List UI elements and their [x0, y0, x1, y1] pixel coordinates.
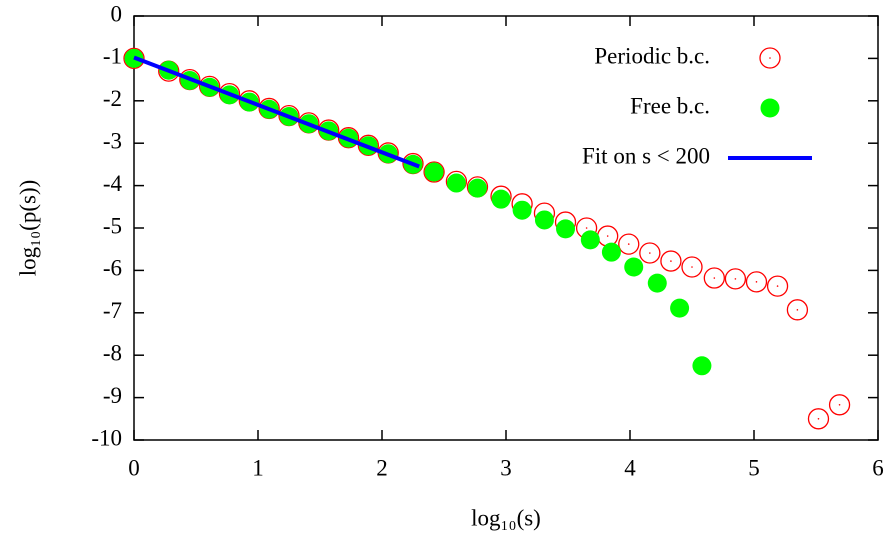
y-tick-label: -5 — [103, 213, 122, 238]
y-tick-label: -9 — [103, 383, 122, 408]
data-point — [491, 189, 511, 209]
data-point — [807, 408, 830, 430]
data-point — [512, 200, 532, 220]
data-point-dot — [817, 418, 820, 420]
data-point — [681, 256, 703, 278]
data-point — [692, 356, 712, 376]
data-point-dot — [649, 252, 651, 254]
y-tick-label: -6 — [103, 256, 122, 281]
legend-label: Free b.c. — [630, 93, 710, 118]
x-tick-label: 1 — [252, 455, 264, 480]
x-tick-label: 0 — [128, 455, 140, 480]
data-point — [123, 47, 145, 70]
data-point-dot — [713, 277, 716, 279]
y-tick-label: -8 — [103, 340, 122, 365]
data-point — [647, 273, 667, 293]
data-point-dot — [734, 278, 737, 280]
y-tick-label: -10 — [91, 425, 122, 450]
y-tick-label: -3 — [103, 128, 122, 153]
data-point-dot — [627, 243, 630, 245]
legend-label: Fit on s < 200 — [582, 143, 710, 168]
data-point — [556, 219, 576, 239]
y-axis-label: log₁₀(p(s)) — [15, 180, 40, 277]
plot-frame — [133, 15, 879, 441]
data-point-dot — [691, 266, 693, 268]
data-point — [724, 268, 747, 290]
x-tick-label: 6 — [872, 455, 884, 480]
fit-line — [133, 55, 420, 169]
data-point — [766, 275, 789, 297]
data-point — [601, 242, 621, 262]
legend-label: Periodic b.c. — [594, 43, 710, 68]
legend-swatch-dot — [769, 57, 771, 59]
data-point-dot — [670, 260, 672, 262]
data-point-dot — [755, 281, 758, 283]
data-point — [703, 267, 725, 289]
y-tick-label: -1 — [103, 44, 122, 69]
data-point-dot — [606, 235, 609, 237]
data-point-dot — [585, 227, 588, 229]
data-point — [745, 271, 768, 293]
legend-swatch — [760, 98, 780, 118]
x-axis-label: log₁₀(s) — [471, 505, 541, 530]
data-point — [423, 161, 445, 183]
data-point — [670, 298, 690, 318]
data-point — [446, 173, 466, 193]
data-point-dot — [838, 404, 841, 406]
x-tick-label: 3 — [500, 455, 512, 480]
data-point — [786, 299, 809, 321]
legend-swatch — [759, 47, 781, 69]
data-point — [660, 250, 682, 272]
data-point-dot — [776, 285, 779, 287]
data-point — [467, 178, 487, 198]
data-point — [424, 162, 444, 182]
x-tick-label: 2 — [376, 455, 388, 480]
y-tick-label: 0 — [111, 1, 123, 26]
y-tick-label: -7 — [103, 298, 122, 323]
y-tick-label: -4 — [103, 171, 123, 196]
data-point-dot — [796, 309, 799, 311]
data-point — [580, 230, 600, 250]
x-tick-label: 5 — [748, 455, 760, 480]
data-point — [828, 394, 851, 416]
y-tick-label: -2 — [103, 86, 122, 111]
x-tick-label: 4 — [624, 455, 636, 480]
data-point — [624, 257, 644, 277]
data-point — [639, 242, 661, 264]
data-point — [534, 210, 554, 230]
data-point — [618, 233, 640, 255]
